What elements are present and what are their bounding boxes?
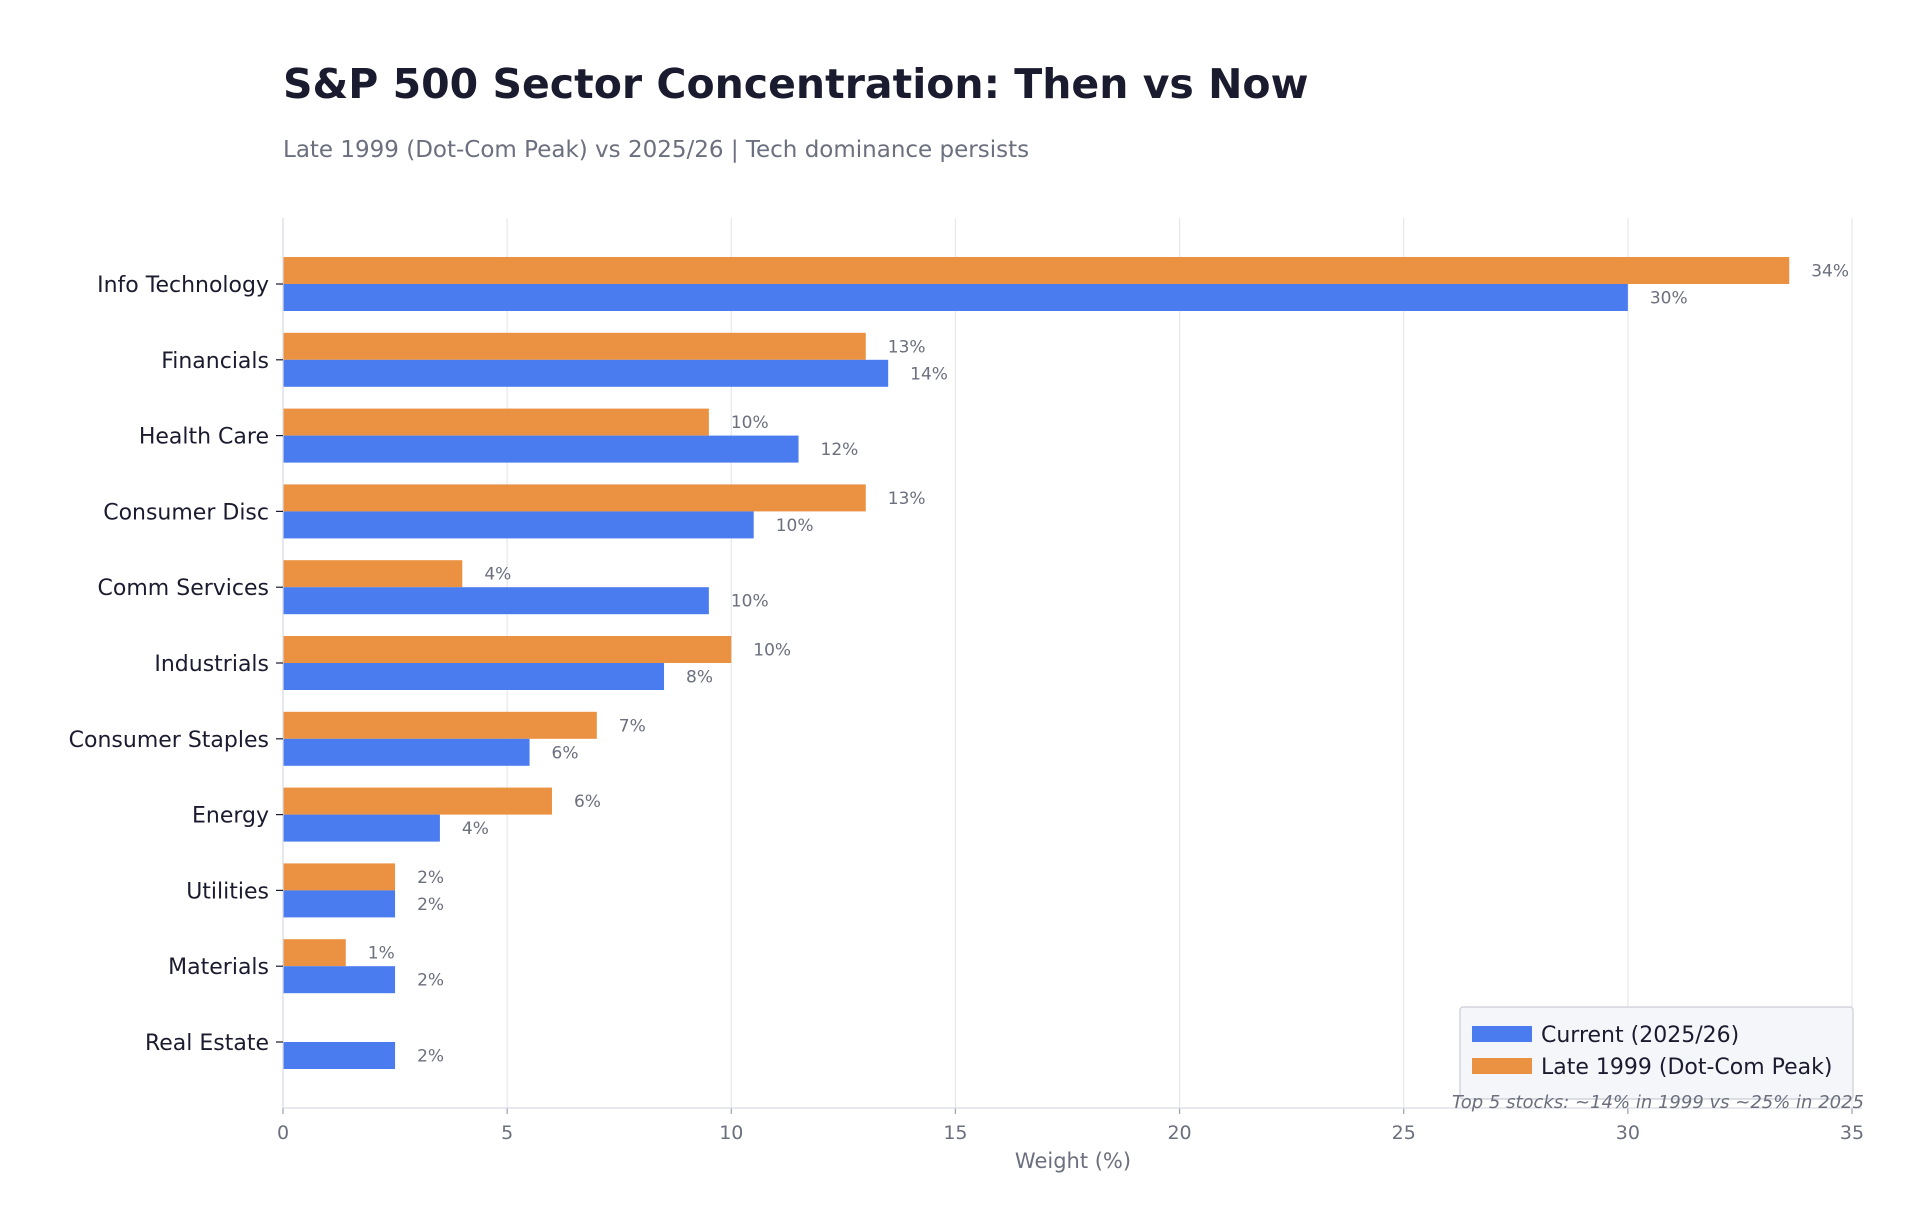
value-label-current: 6%: [552, 743, 579, 763]
legend-swatch-current: [1472, 1026, 1532, 1042]
bar-current: [283, 284, 1628, 311]
category-label: Info Technology: [97, 273, 269, 298]
bar-current: [283, 1042, 396, 1069]
category-label: Comm Services: [98, 576, 269, 601]
value-label-current: 14%: [910, 364, 948, 384]
value-label-current: 4%: [462, 819, 489, 839]
value-label-current: 8%: [686, 668, 713, 688]
category-label: Energy: [192, 804, 269, 829]
value-label-1999: 6%: [574, 792, 601, 812]
category-label: Utilities: [186, 879, 269, 904]
category-label: Real Estate: [145, 1031, 269, 1056]
bar-1999: [283, 863, 396, 891]
bar-current: [283, 966, 396, 994]
bar-1999: [283, 560, 463, 588]
legend: Current (2025/26) Late 1999 (Dot-Com Pea…: [1459, 1006, 1854, 1100]
category-label: Health Care: [139, 425, 269, 450]
axes: 0 5 10 15 20 25 30 35 Info Technology Financials H…: [69, 218, 1864, 1144]
value-label-current: 10%: [776, 516, 814, 536]
bars: [283, 257, 1790, 1069]
bar-1999: [283, 787, 552, 815]
legend-swatch-1999: [1472, 1058, 1532, 1074]
bar-1999: [283, 711, 597, 739]
legend-label-current: Current (2025/26): [1541, 1023, 1739, 1048]
bar-current: [283, 359, 889, 387]
x-axis-title: Weight (%): [1015, 1149, 1131, 1173]
bar-1999: [283, 939, 346, 967]
chart-annotation: Top 5 stocks: ~14% in 1999 vs ~25% in 20…: [1452, 1092, 1864, 1113]
bar-current: [283, 663, 665, 690]
value-label-current: 2%: [417, 1047, 444, 1067]
legend-label-1999: Late 1999 (Dot-Com Peak): [1541, 1055, 1833, 1080]
bar-current: [283, 814, 440, 842]
bar-current: [283, 890, 396, 918]
value-label-current: 12%: [821, 440, 859, 460]
value-labels: 34% 30% 13% 14% 10% 12% 13% 10% 4% 10% 10% 8% 7% 6% 6%…: [368, 262, 1849, 1067]
value-label-1999: 10%: [753, 641, 791, 661]
value-label-current: 2%: [417, 971, 444, 991]
x-tick-label: 5: [501, 1122, 513, 1144]
bar-current: [283, 587, 709, 615]
x-tick-label: 30: [1616, 1122, 1640, 1144]
value-label-1999: 2%: [417, 868, 444, 888]
value-label-1999: 34%: [1811, 262, 1849, 282]
bar-current: [283, 511, 754, 539]
x-tick-label: 0: [277, 1122, 289, 1144]
chart-subtitle: Late 1999 (Dot-Com Peak) vs 2025/26 | Te…: [283, 137, 1030, 163]
category-label: Industrials: [154, 652, 269, 677]
value-label-current: 10%: [731, 592, 769, 612]
value-label-1999: 10%: [731, 413, 769, 433]
category-label: Consumer Disc: [103, 500, 269, 525]
x-tick-label: 20: [1167, 1122, 1191, 1144]
value-label-1999: 13%: [888, 337, 926, 357]
value-label-1999: 4%: [484, 565, 511, 585]
bar-1999: [283, 332, 866, 360]
bar-1999: [283, 484, 866, 512]
value-label-1999: 1%: [368, 944, 395, 964]
bar-current: [283, 435, 799, 463]
category-label: Materials: [168, 955, 269, 980]
chart-title: S&P 500 Sector Concentration: Then vs No…: [283, 60, 1309, 108]
value-label-current: 2%: [417, 895, 444, 915]
value-label-1999: 7%: [619, 716, 646, 736]
bar-1999: [283, 408, 709, 436]
category-label: Financials: [161, 349, 269, 374]
bar-current: [283, 738, 530, 766]
bar-1999: [283, 636, 732, 663]
value-label-1999: 13%: [888, 489, 926, 509]
x-tick-label: 25: [1392, 1122, 1416, 1144]
legend-box: [1459, 1006, 1854, 1100]
x-tick-label: 35: [1840, 1122, 1864, 1144]
x-tick-label: 10: [719, 1122, 743, 1144]
category-label: Consumer Staples: [69, 728, 269, 753]
x-tick-label: 15: [943, 1122, 967, 1144]
value-label-current: 30%: [1650, 289, 1688, 309]
bar-1999: [283, 257, 1790, 284]
